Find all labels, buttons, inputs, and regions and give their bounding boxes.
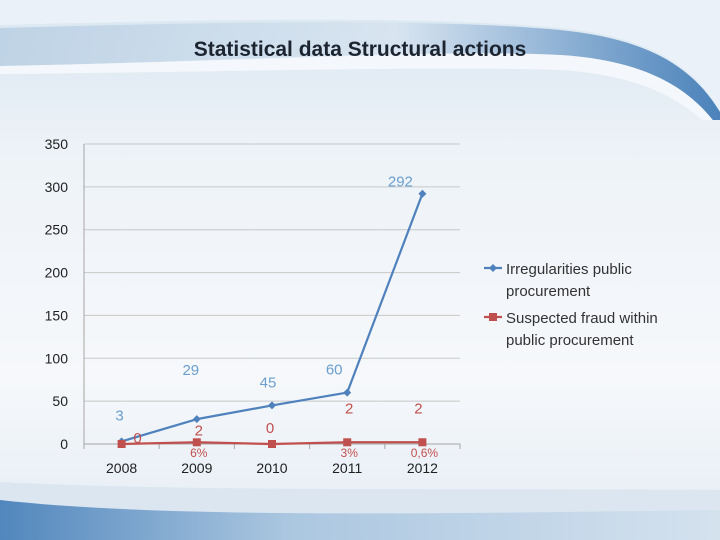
series-2-point-2011	[343, 438, 352, 447]
series-2-data-label-2010: 0	[266, 420, 274, 437]
series-1-data-label-2008: 3	[115, 407, 123, 424]
series-2-data-label-2008: 0	[133, 430, 141, 447]
legend-label-2-line-1: Suspected fraud within	[506, 310, 658, 327]
series-layer	[117, 189, 427, 448]
y-tick-label-250: 250	[45, 222, 69, 238]
series-1-data-label-2012: 292	[388, 174, 413, 191]
y-tick-label-200: 200	[45, 265, 69, 281]
series-1-point-2009	[192, 415, 201, 424]
y-tick-label-350: 350	[45, 136, 69, 152]
series-2-point-2010	[268, 440, 276, 448]
series-2-point-2009	[192, 438, 201, 447]
y-tick-label-50: 50	[52, 393, 68, 409]
annotation-2009: 6%	[190, 446, 208, 460]
annotation-2011: 3%	[341, 446, 359, 460]
y-tick-label-0: 0	[60, 436, 68, 452]
series-2-data-label-2011: 2	[345, 400, 353, 417]
legend-marker-2	[489, 313, 497, 321]
y-tick-label-100: 100	[45, 350, 69, 366]
slide-title: Statistical data Structural actions	[193, 38, 527, 61]
bottom-decorative-band	[0, 482, 720, 540]
legend-label-1-line-2: procurement	[506, 283, 591, 300]
series-1-point-2011	[343, 388, 352, 397]
legend-marker-1	[489, 264, 497, 272]
series-1-data-label-2011: 60	[326, 362, 343, 379]
y-tick-label-300: 300	[45, 179, 69, 195]
top-decorative-band	[0, 0, 720, 120]
series-1-point-2010	[268, 401, 276, 410]
x-tick-label-2012: 2012	[407, 460, 438, 476]
legend: Irregularities public procurement Suspecte…	[484, 261, 658, 349]
x-tick-label-2009: 2009	[181, 460, 212, 476]
y-tick-label-150: 150	[45, 307, 69, 323]
x-tick-label-2010: 2010	[256, 460, 287, 476]
series-1-point-2012	[418, 189, 427, 198]
series-2-data-label-2012: 2	[414, 400, 422, 417]
series-1-data-label-2009: 29	[182, 362, 199, 379]
x-tick-label-2011: 2011	[332, 460, 362, 476]
series-2-point-2008	[117, 440, 126, 448]
series-2-data-label-2009: 2	[195, 422, 203, 439]
legend-label-2-line-2: public procurement	[506, 332, 634, 349]
series-1-data-label-2010: 45	[260, 374, 277, 391]
x-tick-label-2008: 2008	[106, 460, 137, 476]
legend-label-1-line-1: Irregularities public	[506, 261, 632, 278]
series-2-point-2012	[418, 438, 427, 447]
data-labels: 3 29 45 60 292 0 2 0 2 2 6% 3% 0,6%	[115, 174, 438, 460]
annotation-2012: 0,6%	[411, 446, 439, 460]
